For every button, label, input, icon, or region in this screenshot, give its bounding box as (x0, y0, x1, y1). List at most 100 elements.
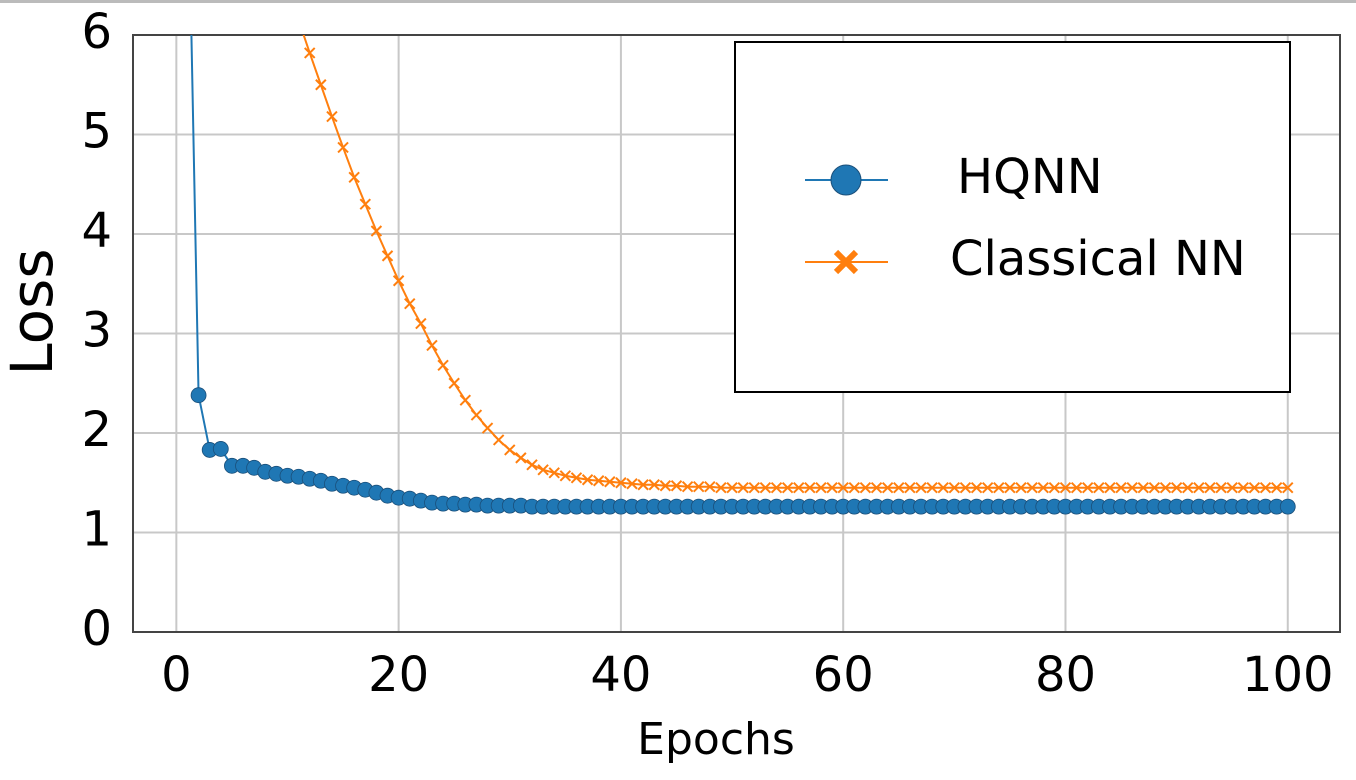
marker (759, 482, 772, 494)
marker (1070, 482, 1083, 494)
marker (359, 198, 371, 210)
series-line (302, 35, 1288, 489)
y-tick-label: 4 (81, 203, 112, 259)
marker (715, 482, 727, 494)
x-tick-label: 60 (813, 647, 874, 703)
legend-marker (830, 164, 862, 196)
marker (926, 482, 938, 494)
marker (1104, 482, 1116, 494)
marker (948, 482, 961, 494)
marker (670, 480, 683, 492)
marker (592, 475, 605, 487)
marker (404, 297, 416, 310)
marker (370, 225, 383, 237)
marker (1215, 482, 1227, 494)
marker (1204, 482, 1216, 494)
marker (426, 339, 438, 352)
marker (1270, 482, 1283, 494)
marker (693, 481, 705, 493)
marker (470, 409, 483, 421)
marker (1059, 482, 1072, 494)
marker (459, 394, 472, 406)
marker (504, 444, 516, 456)
marker (970, 482, 983, 494)
marker (492, 434, 505, 446)
marker (993, 482, 1005, 494)
marker (1026, 482, 1038, 494)
marker (1237, 482, 1250, 494)
marker (1193, 482, 1205, 494)
y-axis-label: Loss (0, 248, 66, 375)
y-tick-label: 2 (81, 402, 112, 458)
marker (581, 474, 594, 486)
plot-frame (132, 34, 1341, 633)
marker (1148, 482, 1161, 494)
marker (1004, 482, 1016, 494)
marker (804, 482, 816, 494)
marker (959, 482, 972, 494)
marker (1259, 482, 1272, 494)
marker (704, 481, 716, 493)
marker (870, 482, 883, 494)
marker (1248, 482, 1261, 494)
marker (937, 482, 949, 494)
marker (637, 479, 649, 491)
marker (348, 171, 360, 183)
marker (190, 387, 207, 404)
legend-marker (833, 249, 859, 275)
marker (1282, 482, 1294, 494)
marker (748, 482, 760, 494)
marker (1159, 482, 1172, 494)
marker (904, 482, 916, 494)
marker (548, 467, 560, 479)
marker (837, 482, 849, 494)
marker (1279, 498, 1296, 515)
marker (881, 482, 894, 494)
marker (515, 452, 527, 464)
marker (526, 459, 538, 471)
x-tick-label: 100 (1242, 647, 1334, 703)
marker (981, 482, 994, 494)
legend-box (734, 41, 1291, 393)
x-axis-label: Epochs (637, 714, 795, 765)
marker (659, 480, 672, 492)
marker (481, 422, 494, 434)
marker (604, 476, 616, 488)
marker (615, 477, 627, 489)
legend-label: Classical NN (950, 231, 1246, 287)
marker (1182, 482, 1194, 494)
marker (1093, 482, 1105, 494)
x-tick-label: 40 (590, 647, 651, 703)
marker (1037, 482, 1049, 494)
marker (212, 441, 229, 457)
top-edge (0, 0, 1356, 3)
marker (793, 482, 805, 494)
x-tick-label: 20 (368, 647, 429, 703)
marker (415, 317, 427, 330)
marker (781, 482, 794, 494)
plot-area (190, 15, 1296, 515)
marker (1170, 482, 1183, 494)
y-tick-label: 0 (81, 601, 112, 657)
marker (648, 479, 660, 491)
legend-label: HQNN (957, 149, 1103, 205)
marker (1115, 482, 1127, 494)
y-tick-label: 5 (81, 104, 112, 160)
marker (448, 377, 460, 389)
y-tick-label: 1 (81, 502, 112, 558)
marker (1137, 482, 1149, 494)
marker (1226, 482, 1238, 494)
marker (337, 141, 349, 154)
marker (893, 482, 905, 494)
marker (815, 482, 827, 494)
y-tick-label: 6 (81, 4, 112, 60)
marker (826, 482, 838, 494)
marker (1048, 482, 1061, 494)
marker (915, 482, 927, 494)
y-tick-label: 3 (81, 303, 112, 359)
marker (626, 478, 638, 490)
marker (294, 15, 304, 25)
marker (726, 482, 738, 494)
x-tick-label: 80 (1035, 647, 1096, 703)
